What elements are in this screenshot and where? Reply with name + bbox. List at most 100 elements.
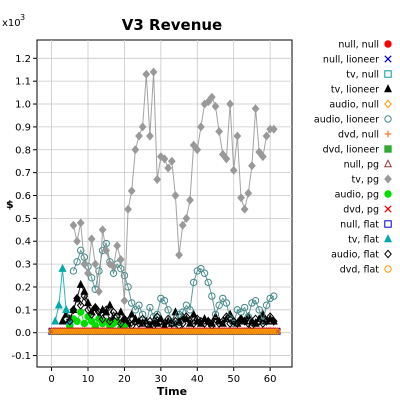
x-tick-label: 30	[154, 374, 167, 385]
legend-item: tv, lioneer	[331, 84, 393, 96]
x-tick-label: 0	[48, 374, 54, 385]
data-point	[138, 122, 147, 132]
data-point	[98, 225, 107, 235]
data-point	[124, 283, 132, 291]
data-point	[193, 267, 201, 275]
y-tick-label: 0.6	[15, 191, 31, 202]
legend-item: null, flat	[340, 220, 392, 231]
data-point	[73, 236, 81, 246]
legend-marker	[384, 99, 392, 109]
series-dvd-flat	[48, 328, 281, 335]
data-point	[62, 305, 71, 314]
legend-item: null, lioneer	[323, 55, 392, 66]
data-point	[128, 299, 136, 307]
data-point	[164, 163, 173, 173]
legend-item: null, null	[338, 40, 392, 51]
legend-label: null, lioneer	[323, 55, 379, 66]
y-tick-label: 0.1	[15, 305, 31, 316]
y-axis-label: $	[6, 198, 14, 211]
data-point	[274, 328, 281, 335]
data-point	[207, 92, 216, 102]
data-point	[58, 263, 67, 272]
data-point	[251, 296, 260, 305]
legend-item: audio, null	[329, 99, 392, 111]
legend-label: dvd, null	[338, 130, 379, 141]
data-point	[62, 314, 71, 324]
data-point	[95, 287, 103, 297]
data-point	[204, 316, 213, 326]
data-point	[255, 316, 264, 326]
data-point	[200, 319, 209, 329]
data-point	[135, 301, 143, 309]
data-point	[160, 296, 169, 305]
data-point	[117, 264, 125, 273]
legend-item: audio, flat	[331, 249, 392, 261]
data-point	[248, 161, 256, 171]
legend-label: null, pg	[344, 160, 379, 171]
data-point	[87, 274, 96, 282]
data-point	[146, 316, 154, 326]
data-point	[229, 165, 238, 175]
data-point	[189, 319, 198, 329]
data-point	[91, 259, 100, 269]
data-point	[215, 301, 223, 309]
data-point	[251, 314, 260, 324]
data-point	[149, 67, 158, 77]
data-point	[76, 300, 85, 310]
data-point	[237, 314, 245, 324]
data-point	[102, 245, 111, 255]
y-tick-label: 0.9	[15, 122, 31, 133]
data-point	[105, 259, 114, 269]
data-point	[109, 307, 118, 317]
x-axis-label: Time	[157, 385, 187, 398]
data-point	[233, 131, 242, 141]
data-point	[171, 316, 180, 326]
data-point	[116, 255, 125, 264]
data-point	[226, 315, 234, 323]
data-point	[156, 316, 165, 326]
data-point	[211, 310, 220, 319]
data-point	[258, 319, 267, 329]
data-point	[189, 309, 198, 318]
legend-label: audio, null	[329, 100, 379, 111]
legend-label: tv, null	[346, 70, 379, 81]
data-point	[105, 316, 114, 326]
y-multiplier-label: x10	[2, 18, 21, 29]
data-point	[197, 264, 205, 273]
legend-marker	[384, 115, 392, 123]
data-point	[87, 234, 96, 244]
data-point	[135, 131, 143, 141]
x-tick-label: 10	[82, 374, 95, 385]
data-point	[262, 316, 271, 326]
x-tick-label: 60	[264, 374, 277, 385]
data-point	[262, 301, 271, 309]
legend-marker	[384, 55, 392, 63]
data-point	[240, 204, 249, 214]
legend-marker	[384, 130, 392, 138]
data-point	[171, 191, 180, 200]
y-tick-label: 1.2	[15, 54, 31, 65]
data-point	[272, 328, 279, 335]
data-point	[105, 300, 114, 309]
data-point	[135, 319, 143, 329]
data-point	[219, 294, 227, 303]
legend-marker	[384, 265, 392, 273]
data-point	[160, 319, 169, 329]
data-point	[124, 316, 132, 326]
legend-marker	[384, 249, 392, 259]
data-point	[127, 309, 136, 318]
data-point	[178, 220, 187, 230]
data-point	[266, 312, 275, 322]
data-point	[51, 316, 60, 325]
data-point	[182, 213, 191, 223]
data-point	[255, 147, 264, 157]
data-point	[131, 306, 140, 314]
data-point	[116, 307, 125, 316]
data-point	[251, 104, 260, 114]
data-point	[164, 314, 173, 324]
data-point	[120, 271, 129, 280]
x-tick-label: 40	[191, 374, 204, 385]
data-point	[215, 319, 224, 329]
data-point	[73, 317, 81, 325]
